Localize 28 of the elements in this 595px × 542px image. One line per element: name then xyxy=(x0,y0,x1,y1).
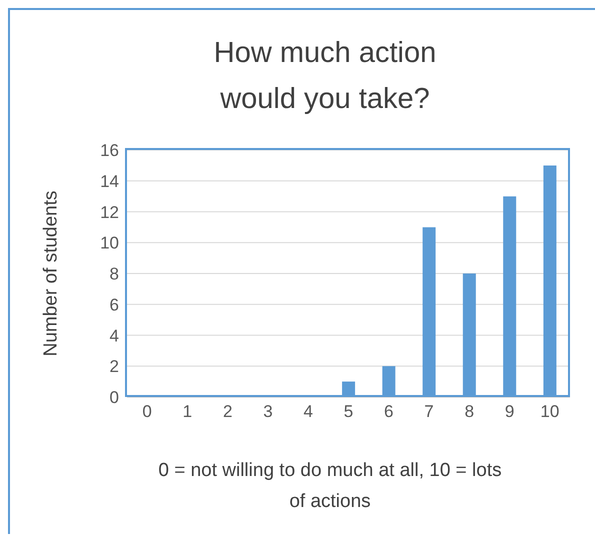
bar xyxy=(543,165,556,397)
y-axis-title: Number of students xyxy=(40,190,62,356)
y-tick-label: 0 xyxy=(110,388,119,408)
y-tick-label: 6 xyxy=(110,295,119,314)
x-tick-label: 9 xyxy=(504,402,514,422)
bar xyxy=(503,196,516,397)
x-tick-label: 1 xyxy=(182,402,192,422)
y-tick-label: 2 xyxy=(110,357,119,376)
x-tick-label: 2 xyxy=(222,402,232,422)
y-tick-label: 14 xyxy=(100,172,119,191)
bar xyxy=(462,274,476,397)
y-tick-label: 4 xyxy=(110,326,119,346)
x-tick-label: 3 xyxy=(263,402,273,422)
y-tick-label: 12 xyxy=(100,202,119,222)
x-tick-label: 7 xyxy=(424,402,434,422)
y-tick-label: 8 xyxy=(110,264,119,284)
x-tick-label: 5 xyxy=(344,402,354,422)
chart-title: How much action would you take? xyxy=(212,36,438,117)
y-tick-label: 16 xyxy=(100,141,119,160)
x-tick-label: 8 xyxy=(464,402,474,422)
x-tick-label: 10 xyxy=(540,402,560,422)
bar xyxy=(422,227,436,397)
x-tick-label: 6 xyxy=(384,402,394,422)
y-tick-label: 10 xyxy=(100,234,119,253)
x-tick-label: 4 xyxy=(303,402,313,422)
bar xyxy=(382,366,396,397)
x-axis-title: 0 = not willing to do much at all, 10 = lots of actions xyxy=(157,459,503,514)
x-tick-label: 0 xyxy=(142,402,152,422)
